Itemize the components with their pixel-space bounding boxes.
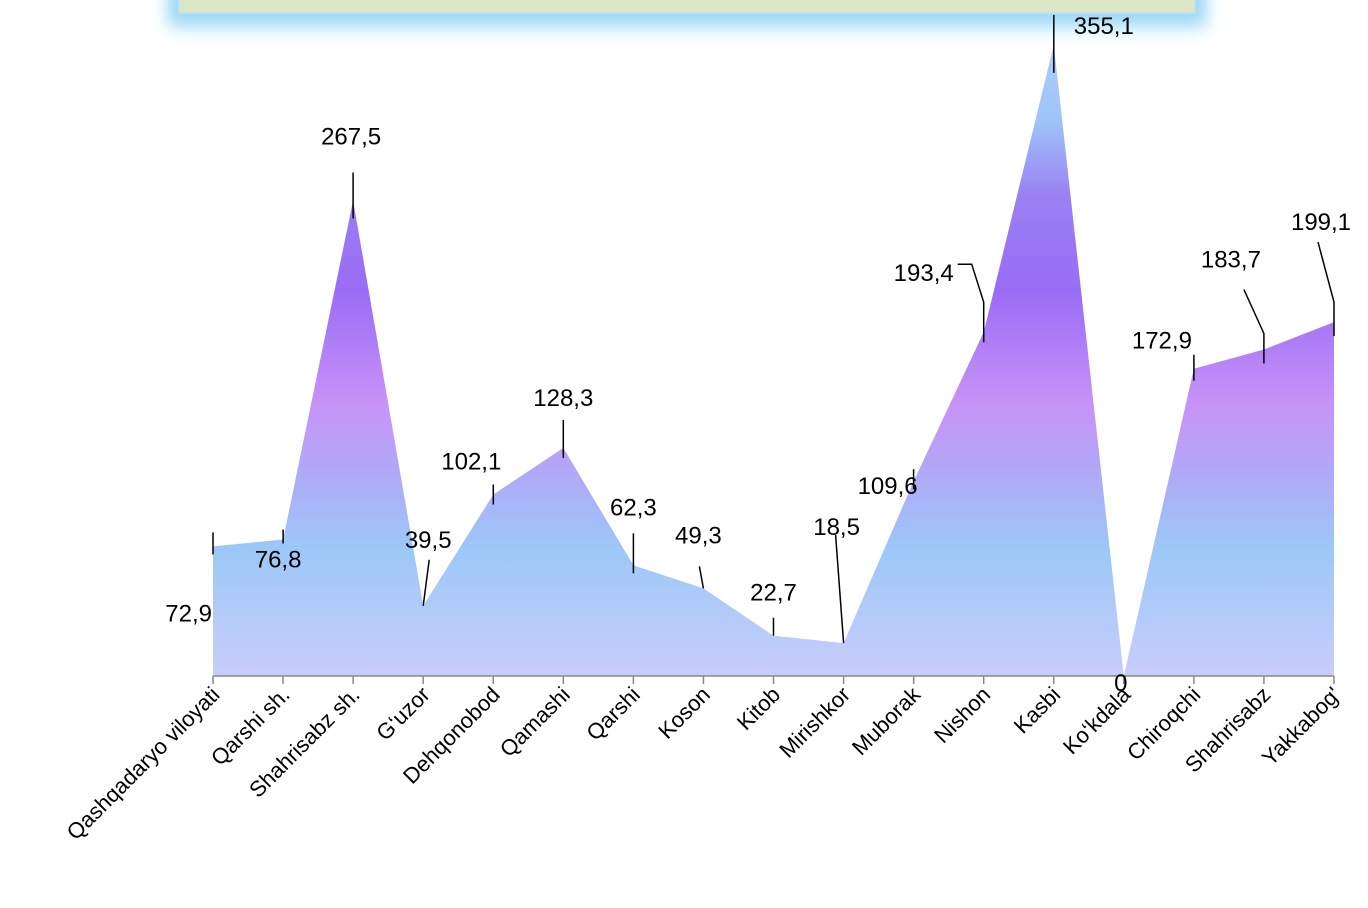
category-label: Kasbi (1009, 682, 1066, 739)
category-label: Muborak (847, 681, 926, 760)
category-label: Koson (653, 682, 715, 744)
value-label: 76,8 (255, 547, 302, 574)
value-label: 183,7 (1201, 247, 1261, 274)
value-label: 172,9 (1132, 328, 1192, 355)
area-layer (213, 44, 1334, 677)
area-series (213, 44, 1334, 677)
x-axis (212, 675, 1335, 684)
value-label: 109,6 (858, 473, 918, 500)
label-leaders (212, 14, 1335, 644)
value-leader-line (957, 263, 985, 343)
value-label: 62,3 (610, 494, 657, 521)
value-label: 49,3 (675, 522, 722, 549)
value-leader-line (1243, 289, 1265, 364)
value-label: 39,5 (405, 527, 452, 554)
value-label: 0 (1114, 670, 1127, 697)
value-label: 355,1 (1074, 13, 1134, 40)
value-leader-line (698, 566, 705, 589)
value-label: 267,5 (321, 124, 381, 151)
category-label: G‘uzor (371, 682, 434, 745)
value-leader-line (422, 559, 430, 606)
value-label: 193,4 (894, 260, 954, 287)
value-label: 199,1 (1291, 209, 1351, 236)
category-label: Qamashi (495, 682, 575, 762)
value-label: 72,9 (165, 600, 212, 627)
value-label: 18,5 (813, 514, 860, 541)
title-banner (178, 0, 1196, 14)
value-label: 102,1 (441, 449, 501, 476)
category-label: Qashqadaryo viloyati (62, 682, 225, 845)
value-label: 128,3 (533, 385, 593, 412)
value-labels: 72,9 76,8 267,5 39,5 102,1 128,3 62,3 49,3 22,7 1… (165, 13, 1351, 697)
value-leader-line (1317, 241, 1335, 337)
category-label: Mirishkor (774, 682, 855, 763)
category-label: Qarshi (581, 682, 644, 745)
category-label: Nishon (929, 682, 995, 748)
value-label: 22,7 (750, 580, 797, 607)
category-label: Kitob (732, 682, 785, 735)
value-leader-line (834, 535, 845, 644)
